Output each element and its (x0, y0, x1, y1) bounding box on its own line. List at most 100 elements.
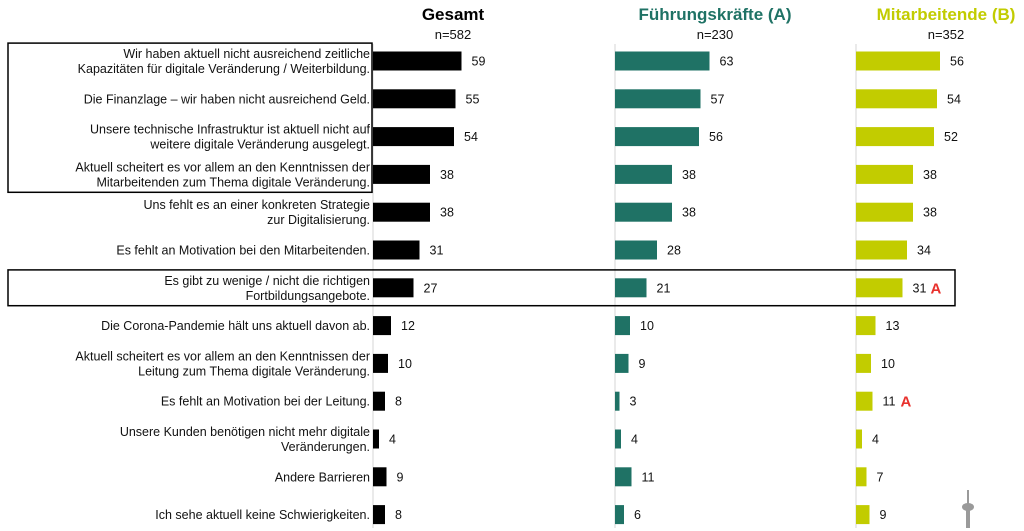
bar (856, 89, 937, 108)
bar (373, 165, 430, 184)
value-label: 4 (389, 433, 396, 447)
category-label-line: Die Corona-Pandemie hält uns aktuell dav… (101, 319, 370, 333)
category-label: Aktuell scheitert es vor allem an den Ke… (75, 160, 370, 189)
bar (615, 467, 632, 486)
category-label: Unsere technische Infrastruktur ist aktu… (90, 123, 371, 152)
category-label-line: Mitarbeitenden zum Thema digitale Veränd… (96, 175, 370, 189)
value-label: 21 (657, 281, 671, 295)
category-label-line: Die Finanzlage – wir haben nicht ausreic… (84, 92, 370, 106)
value-label: 3 (630, 395, 637, 409)
value-label: 54 (464, 130, 478, 144)
value-label: 7 (877, 470, 884, 484)
bar (615, 241, 657, 260)
value-label: 27 (424, 281, 438, 295)
value-label: 31 (913, 281, 927, 295)
value-label: 10 (640, 319, 654, 333)
bar (856, 430, 862, 449)
category-label-line: Leitung zum Thema digitale Veränderung. (138, 364, 370, 378)
bar (373, 316, 391, 335)
bar (615, 430, 621, 449)
column-n-3: n=352 (928, 27, 965, 42)
value-label: 6 (634, 508, 641, 522)
category-label: Die Finanzlage – wir haben nicht ausreic… (84, 92, 370, 106)
bar (856, 316, 876, 335)
highlight-box (8, 270, 955, 306)
bar (373, 89, 456, 108)
value-label: 38 (440, 206, 454, 220)
value-label: 28 (667, 244, 681, 258)
value-label: 9 (639, 357, 646, 371)
category-label-line: Andere Barrieren (275, 470, 370, 484)
value-label: 34 (917, 244, 931, 258)
category-label: Es fehlt an Motivation bei der Leitung. (161, 395, 370, 409)
value-label: 56 (709, 130, 723, 144)
value-label: 38 (440, 168, 454, 182)
category-label-line: Es fehlt an Motivation bei den Mitarbeit… (116, 244, 370, 258)
value-label: 10 (398, 357, 412, 371)
bar (373, 467, 387, 486)
bar (373, 354, 388, 373)
category-label-line: Wir haben aktuell nicht ausreichend zeit… (123, 47, 370, 61)
bar (615, 52, 710, 71)
bar (615, 127, 699, 146)
category-label-line: Aktuell scheitert es vor allem an den Ke… (75, 160, 370, 174)
category-label: Wir haben aktuell nicht ausreichend zeit… (78, 47, 370, 76)
value-label: 12 (401, 319, 415, 333)
column-n-1: n=582 (435, 27, 472, 42)
category-label-line: Ich sehe aktuell keine Schwierigkeiten. (155, 508, 370, 522)
value-label: 8 (395, 508, 402, 522)
category-label-line: Es gibt zu wenige / nicht die richtigen (164, 274, 370, 288)
significance-marker: A (931, 280, 942, 297)
bar (615, 316, 630, 335)
bar (856, 165, 913, 184)
category-label: Es fehlt an Motivation bei den Mitarbeit… (116, 244, 370, 258)
value-label: 13 (886, 319, 900, 333)
value-label: 59 (472, 55, 486, 69)
bar (373, 392, 385, 411)
value-label: 55 (466, 92, 480, 106)
bar (856, 52, 940, 71)
bar (373, 430, 379, 449)
bar (856, 241, 907, 260)
bar (856, 505, 870, 524)
category-label-line: zur Digitalisierung. (267, 213, 370, 227)
bar (615, 165, 672, 184)
tower-icon-spire (967, 490, 969, 504)
category-label: Die Corona-Pandemie hält uns aktuell dav… (101, 319, 370, 333)
value-label: 4 (872, 433, 879, 447)
value-label: 9 (397, 470, 404, 484)
bar (856, 354, 871, 373)
value-label: 57 (711, 92, 725, 106)
category-label-line: Unsere Kunden benötigen nicht mehr digit… (120, 425, 370, 439)
category-label-line: weitere digitale Veränderung ausgelegt. (149, 138, 370, 152)
category-label-line: Aktuell scheitert es vor allem an den Ke… (75, 349, 370, 363)
category-label-line: Unsere technische Infrastruktur ist aktu… (90, 123, 371, 137)
bar (373, 52, 462, 71)
value-label: 63 (720, 55, 734, 69)
value-label: 11 (642, 470, 655, 484)
bar (856, 278, 903, 297)
tower-icon-head (962, 503, 974, 511)
category-label: Andere Barrieren (275, 470, 370, 484)
value-label: 56 (950, 55, 964, 69)
category-label: Unsere Kunden benötigen nicht mehr digit… (120, 425, 370, 454)
column-title-3: Mitarbeitende (B) (877, 5, 1016, 24)
category-label-line: Es fehlt an Motivation bei der Leitung. (161, 395, 370, 409)
bar (373, 127, 454, 146)
bar (615, 505, 624, 524)
category-label: Ich sehe aktuell keine Schwierigkeiten. (155, 508, 370, 522)
bar (373, 278, 414, 297)
tower-icon-shaft (966, 510, 970, 528)
bar (373, 241, 420, 260)
value-label: 38 (923, 206, 937, 220)
column-title-1: Gesamt (422, 5, 485, 24)
bar (615, 89, 701, 108)
value-label: 52 (944, 130, 958, 144)
bar (856, 392, 873, 411)
bar (856, 127, 934, 146)
bar (373, 203, 430, 222)
column-title-2: Führungskräfte (A) (639, 5, 792, 24)
category-label: Es gibt zu wenige / nicht die richtigen F… (164, 274, 370, 303)
category-label-line: Veränderungen. (281, 440, 370, 454)
